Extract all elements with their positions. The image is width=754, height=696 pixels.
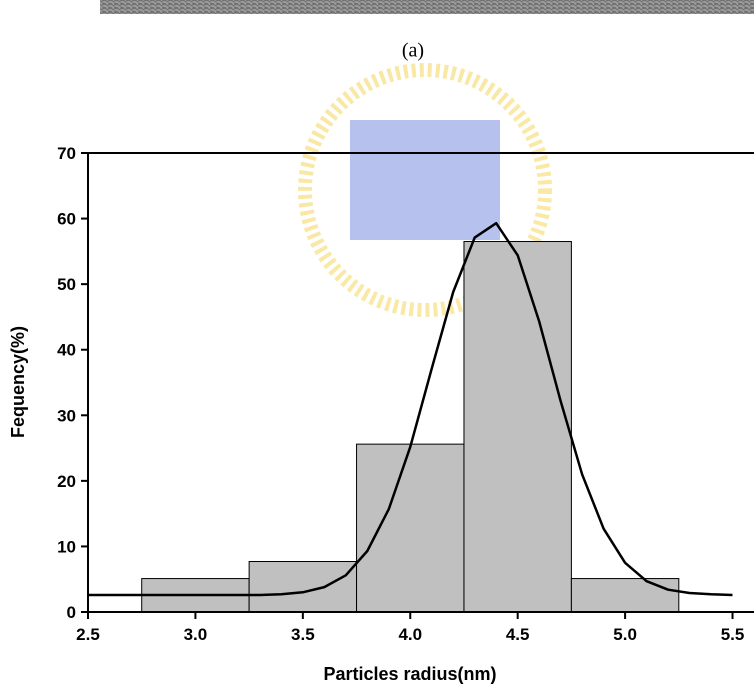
bar <box>248 561 358 613</box>
x-axis-title: Particles radius(nm) <box>323 664 496 684</box>
y-tick-label: 50 <box>57 275 76 294</box>
y-tick-label: 0 <box>67 603 76 622</box>
caption: (a) <box>402 40 424 62</box>
x-tick-label: 3.0 <box>184 625 208 644</box>
x-tick-label: 4.5 <box>506 625 530 644</box>
bar <box>570 578 680 613</box>
x-tick-label: 4.0 <box>398 625 422 644</box>
x-tick-label: 5.5 <box>721 625 745 644</box>
y-tick-label: 60 <box>57 210 76 229</box>
y-tick-label: 30 <box>57 406 76 425</box>
fit-curve <box>88 221 733 597</box>
y-tick-label: 10 <box>57 537 76 556</box>
y-axis-title: Fequency(%) <box>8 326 28 438</box>
plot: 2.5 3.0 3.5 4.0 4.5 5.0 5.5 0 10 20 30 40 50 60 70 <box>57 144 754 644</box>
y-tick-label: 40 <box>57 341 76 360</box>
watermark <box>298 63 552 317</box>
x-tick-label: 5.0 <box>613 625 637 644</box>
image-strip <box>100 0 754 14</box>
x-tick-label: 2.5 <box>76 625 100 644</box>
bar <box>356 443 465 613</box>
bar <box>463 241 572 613</box>
y-tick-label: 70 <box>57 144 76 163</box>
x-tick-label: 3.5 <box>291 625 315 644</box>
y-tick-label: 20 <box>57 472 76 491</box>
